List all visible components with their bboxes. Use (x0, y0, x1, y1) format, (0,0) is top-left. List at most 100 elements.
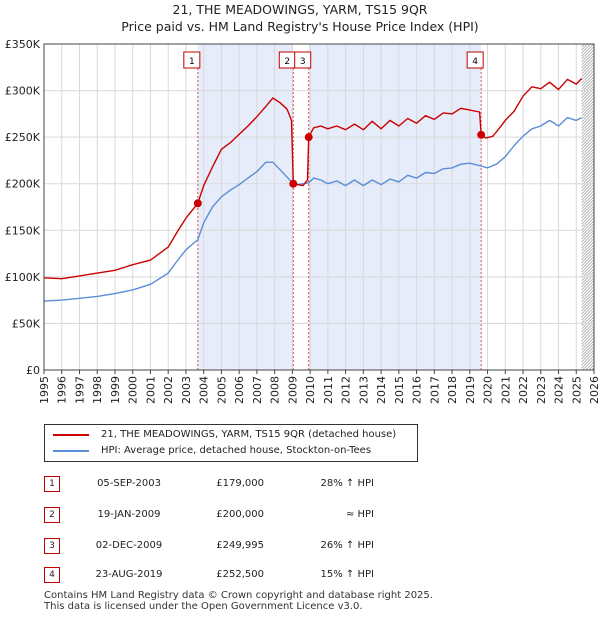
hatch-line (581, 97, 595, 111)
hatch-line (581, 319, 595, 333)
sale-box-frame (294, 51, 312, 69)
sale-box-frame (466, 51, 484, 69)
sale-marker-1: 1 (44, 476, 60, 492)
hatch-line (581, 61, 595, 75)
hatch-line (581, 121, 595, 135)
sale-box-3: 3 (294, 51, 312, 69)
hatch-line (581, 46, 595, 60)
hatch-line (581, 349, 595, 363)
x-tick-label: 2007 (251, 376, 264, 404)
hatch-line (581, 145, 595, 159)
x-tick-label: 2025 (570, 376, 583, 404)
hatch-line (581, 226, 595, 240)
shaded-range-1 (197, 44, 294, 370)
hatch-line (581, 283, 595, 297)
hatch-line (581, 307, 595, 321)
hatch-line (581, 250, 595, 264)
x-tick-label: 1996 (56, 376, 69, 404)
hatch-line (581, 346, 595, 360)
hatch-line (581, 268, 595, 282)
hatch-line (581, 133, 595, 147)
x-tick-label: 2002 (162, 376, 175, 404)
x-tick-label: 2021 (499, 376, 512, 404)
footer: Contains HM Land Registry data © Crown c… (44, 590, 433, 612)
hatch-line (581, 154, 595, 168)
hatch-line (581, 235, 595, 249)
sale-box-2: 2 (278, 51, 296, 69)
x-tick-label: 2003 (180, 376, 193, 404)
x-tick-label: 2009 (286, 376, 299, 404)
footer-license: This data is licensed under the Open Gov… (44, 601, 363, 612)
hatch-line (581, 292, 595, 306)
hatch-line (581, 259, 595, 273)
hatch-line (581, 322, 595, 336)
hatch-line (581, 304, 595, 318)
x-tick-label: 1998 (91, 376, 104, 404)
hatch-line (581, 139, 595, 153)
x-tick-label: 2016 (411, 376, 424, 404)
hatch-line (581, 229, 595, 243)
legend-label-hpi: HPI: Average price, detached house, Stoc… (101, 445, 372, 456)
x-tick-label: 2018 (446, 376, 459, 404)
y-tick-label: £300K (5, 85, 41, 98)
hatch-line (581, 73, 595, 87)
hatch-line (581, 217, 595, 231)
sale-box-label: 2 (284, 57, 290, 67)
hatch-line (581, 91, 595, 105)
sale-box-label: 3 (300, 57, 306, 67)
hatch-line (581, 166, 595, 180)
sale-date: 23-AUG-2019 (95, 569, 163, 580)
hatch-line (581, 286, 595, 300)
x-tick-label: 2023 (535, 376, 548, 404)
sale-row-1: 1 05-SEP-2003 £179,000 28% ↑ HPI (44, 474, 464, 494)
chart-subtitle: Price paid vs. HM Land Registry's House … (121, 19, 479, 34)
hatch-line (582, 358, 595, 371)
hatch-line (581, 238, 595, 252)
hatch-line (581, 316, 595, 330)
y-tick-label: £0 (26, 364, 40, 377)
hatch-line (581, 220, 595, 234)
x-tick-label: 2001 (144, 376, 157, 404)
hatch-line (581, 169, 595, 183)
sale-point-1 (193, 199, 202, 208)
legend-swatch-property (53, 434, 89, 436)
hatch-line (581, 55, 595, 69)
hatch-line (581, 208, 595, 222)
hpi-line (43, 116, 582, 302)
hatch-line (581, 280, 595, 294)
x-tick-label: 2022 (517, 376, 530, 404)
hatch-line (581, 301, 595, 315)
x-tick-label: 2013 (357, 376, 370, 404)
hatch-line (581, 340, 595, 354)
sale-date: 02-DEC-2009 (95, 540, 163, 551)
sale-hpi: ≈ HPI (345, 509, 374, 520)
hatch-line (581, 202, 595, 216)
hatch-line (581, 100, 595, 114)
y-tick-label: £150K (5, 224, 41, 237)
footer-copyright: Contains HM Land Registry data © Crown c… (44, 590, 433, 601)
hatch-line (581, 184, 595, 198)
hatch-line (581, 337, 595, 351)
shaded-range-2 (308, 44, 482, 370)
hatch-line (581, 262, 595, 276)
sale-date: 05-SEP-2003 (97, 478, 161, 489)
hatch-line (581, 190, 595, 204)
hatch-line (581, 247, 595, 261)
sale-row-2: 2 19-JAN-2009 £200,000 ≈ HPI (44, 505, 464, 525)
x-tick-label: 2019 (464, 376, 477, 404)
sale-marker-3: 3 (44, 538, 60, 554)
hatch-line (581, 151, 595, 165)
hatch-line (581, 136, 595, 150)
x-tick-label: 2006 (233, 376, 246, 404)
chart-title: 21, THE MEADOWINGS, YARM, TS15 9QR (172, 2, 428, 17)
hatch-line (581, 334, 595, 348)
hatch-line (581, 352, 595, 366)
forecast-hatch (581, 43, 595, 371)
sale-box-frame (183, 51, 201, 69)
x-tick-label: 1995 (38, 376, 51, 404)
hatch-line (588, 364, 595, 371)
sale-date: 19-JAN-2009 (97, 509, 161, 520)
x-tick-label: 2011 (322, 376, 335, 404)
legend: 21, THE MEADOWINGS, YARM, TS15 9QR (deta… (44, 424, 418, 462)
